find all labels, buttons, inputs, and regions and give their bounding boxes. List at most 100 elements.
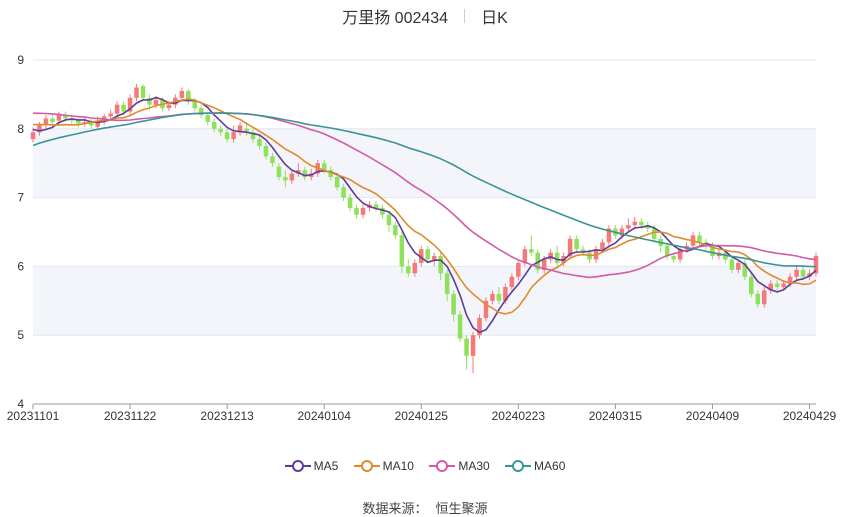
source-name: 恒生聚源	[435, 501, 488, 516]
candle-body	[742, 262, 748, 277]
candle-body	[37, 125, 42, 133]
x-tick-label: 20240409	[686, 409, 740, 423]
candle-body	[626, 225, 631, 229]
candle-body	[63, 115, 68, 119]
candle-body	[347, 197, 353, 208]
legend-item-ma30[interactable]: MA30	[429, 458, 490, 473]
candle-body	[114, 104, 120, 114]
ma-line-ma60	[32, 112, 816, 268]
candle-body	[451, 293, 456, 315]
candle-body	[192, 101, 198, 109]
legend-label-ma10: MA10	[382, 458, 414, 473]
candle-body	[768, 283, 773, 291]
candle-body	[237, 125, 243, 133]
candle-body	[341, 187, 346, 198]
candle-body	[179, 90, 185, 98]
y-tick-label: 8	[17, 122, 24, 136]
x-tick-label: 20240223	[492, 409, 546, 423]
candle-body	[412, 262, 418, 274]
candle-body	[516, 262, 521, 277]
legend-label-ma60: MA60	[534, 458, 566, 473]
candle-body	[509, 276, 515, 288]
candle-body	[380, 207, 385, 215]
candle-body	[697, 235, 702, 243]
x-tick-label: 20240315	[589, 409, 643, 423]
candle-body	[360, 207, 366, 215]
x-tick-label: 20231101	[7, 409, 60, 423]
candle-body	[250, 132, 256, 140]
legend-label-ma30: MA30	[458, 458, 490, 473]
candle-body	[321, 163, 327, 171]
legend-marker-ma5	[284, 459, 311, 472]
candle-body	[88, 121, 94, 126]
candle-body	[438, 256, 443, 274]
x-tick-label: 20231213	[200, 409, 254, 423]
candle-body	[354, 207, 359, 215]
candle-body	[373, 204, 379, 208]
candle-body	[671, 256, 676, 260]
candle-body	[490, 293, 495, 301]
candle-body	[263, 146, 269, 157]
candle-body	[418, 249, 424, 263]
candle-body	[800, 269, 806, 277]
x-tick-label: 20240125	[395, 409, 449, 423]
candle-body	[761, 290, 767, 305]
candle-body	[535, 252, 541, 270]
title-separator	[464, 9, 466, 23]
candle-body	[127, 97, 133, 112]
candle-body	[496, 293, 502, 301]
candle-body	[639, 221, 644, 226]
candle-body	[464, 338, 469, 356]
candle-body	[121, 104, 126, 112]
candle-body	[677, 249, 683, 260]
candle-body	[749, 276, 754, 294]
period-label: 日K	[481, 10, 508, 27]
candle-body	[393, 225, 398, 236]
candle-body	[444, 273, 450, 294]
data-source: 数据来源： 恒生聚源	[0, 498, 850, 517]
candle-body	[723, 252, 728, 260]
legend: MA5 MA10 MA30 MA60	[0, 458, 850, 473]
legend-item-ma10[interactable]: MA10	[353, 458, 414, 473]
candle-body	[541, 259, 547, 270]
candle-body	[651, 228, 657, 239]
y-tick-label: 4	[17, 397, 24, 411]
ma-line-ma10	[32, 98, 817, 315]
candle-body	[211, 121, 217, 129]
candle-body	[574, 238, 579, 250]
candle-body	[503, 287, 508, 301]
candle-body	[645, 225, 651, 229]
y-tick-label: 9	[17, 53, 24, 67]
candle-body	[283, 176, 288, 181]
candle-body	[108, 113, 113, 117]
candle-body	[244, 128, 249, 133]
candle-body	[813, 256, 819, 274]
candle-body	[82, 121, 88, 124]
legend-item-ma5[interactable]: MA5	[284, 458, 338, 473]
legend-item-ma60[interactable]: MA60	[505, 458, 565, 473]
candle-body	[425, 249, 431, 260]
legend-marker-ma60	[505, 459, 532, 472]
candle-body	[406, 266, 411, 274]
candle-body	[224, 132, 230, 140]
candle-body	[399, 235, 405, 267]
candle-body	[270, 156, 275, 164]
candle-body	[522, 249, 528, 263]
candle-body	[198, 108, 204, 116]
candle-body	[76, 120, 81, 124]
ma-line-ma30	[32, 112, 817, 279]
candle-body	[781, 283, 786, 288]
candle-body	[554, 252, 560, 263]
stock-name: 万里扬 002434	[342, 10, 449, 27]
candle-body	[619, 228, 625, 236]
candle-body	[774, 283, 780, 288]
x-tick-label: 20240104	[298, 409, 352, 423]
candle-body	[600, 242, 605, 250]
candle-body	[147, 97, 152, 105]
candle-body	[664, 245, 670, 257]
candle-body	[231, 132, 236, 140]
candle-body	[483, 300, 489, 318]
chart-title: 万里扬 002434 日K	[0, 4, 850, 30]
candle-body	[606, 228, 612, 243]
